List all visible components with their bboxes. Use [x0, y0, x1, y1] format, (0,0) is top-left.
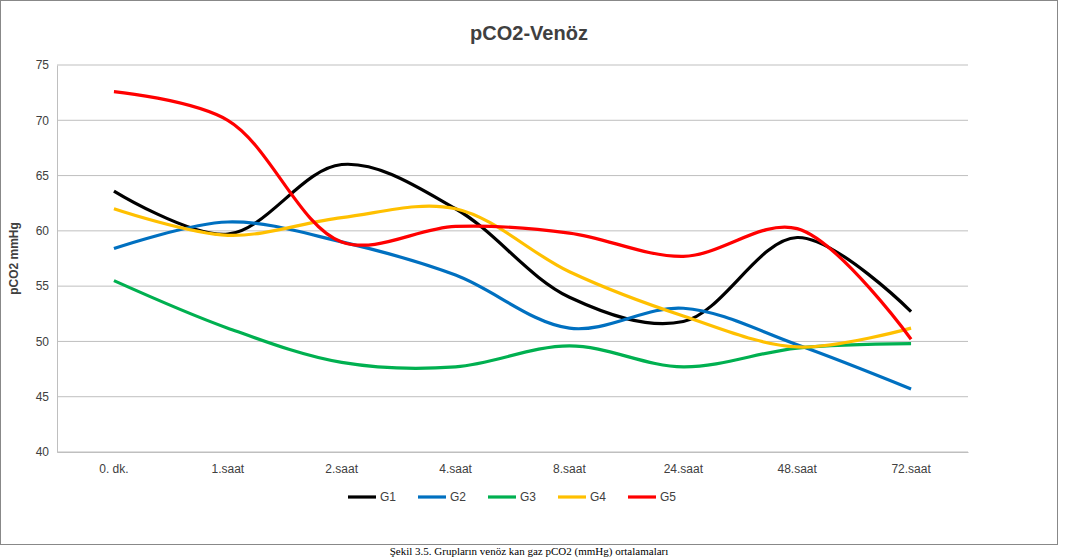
caption: Şekil 3.5. Grupların venöz kan gaz pCO2 … — [390, 545, 669, 558]
y-tick-label: 60 — [36, 224, 50, 238]
y-tick: 40 — [36, 445, 57, 459]
x-tick-label: 72.saat — [891, 462, 931, 476]
legend-swatch — [558, 495, 586, 498]
x-tick: 1.saat — [211, 452, 244, 476]
legend-item: G2 — [418, 490, 466, 504]
x-tick-label: 0. dk. — [99, 462, 128, 476]
y-tick: 70 — [36, 114, 57, 128]
y-tick: 75 — [36, 58, 57, 72]
x-tick-label: 4.saat — [439, 462, 472, 476]
plot-area: 40 45 50 55 60 65 70 75 0. dk. 1.saat 2.saat 4.saat… — [36, 58, 969, 475]
x-tick: 72.saat — [891, 452, 931, 476]
x-tick-label: 2.saat — [325, 462, 358, 476]
legend-item: G1 — [348, 490, 396, 504]
y-tick-label: 45 — [36, 390, 50, 404]
y-axis-title: pCO2 mmHg — [7, 222, 21, 295]
x-tick-label: 48.saat — [778, 462, 818, 476]
grid-line — [57, 175, 968, 176]
legend-label: G5 — [660, 490, 676, 504]
grid-line — [57, 65, 968, 66]
legend-item: G3 — [488, 490, 536, 504]
x-tick: 4.saat — [439, 452, 472, 476]
y-tick: 45 — [36, 390, 57, 404]
legend-swatch — [488, 495, 516, 498]
x-tick: 0. dk. — [99, 452, 128, 476]
series-line — [114, 92, 911, 340]
grid-line — [57, 452, 968, 453]
y-axis-line — [57, 66, 58, 453]
x-tick: 48.saat — [778, 452, 818, 476]
legend-item: G5 — [628, 490, 676, 504]
legend-label: G3 — [520, 490, 536, 504]
x-axis: 0. dk. 1.saat 2.saat 4.saat 8.saat 24.saat 48.… — [58, 452, 969, 476]
series-line — [114, 281, 911, 369]
y-tick-label: 75 — [36, 58, 50, 72]
grid-line — [57, 286, 968, 287]
series-line — [114, 222, 911, 389]
legend-label: G2 — [450, 490, 466, 504]
x-axis-line — [58, 452, 969, 453]
y-tick-label: 40 — [36, 445, 50, 459]
grid — [57, 65, 968, 452]
chart-frame — [1, 1, 1058, 545]
grid-line — [57, 396, 968, 397]
y-axis: 40 45 50 55 60 65 70 75 — [36, 58, 58, 459]
x-tick: 8.saat — [553, 452, 586, 476]
grid-line — [57, 341, 968, 342]
y-tick-label: 65 — [36, 169, 50, 183]
x-tick-label: 1.saat — [211, 462, 244, 476]
y-tick: 55 — [36, 279, 57, 293]
legend: G1 G2 G3 G4 G5 — [348, 490, 676, 504]
chart: 40 45 50 55 60 65 70 75 0. dk. 1.saat 2.saat 4.saat… — [0, 0, 1066, 558]
y-tick-label: 55 — [36, 279, 50, 293]
series-line — [114, 164, 911, 323]
legend-swatch — [628, 495, 656, 498]
y-tick: 50 — [36, 335, 57, 349]
x-tick: 2.saat — [325, 452, 358, 476]
legend-label: G4 — [590, 490, 606, 504]
legend-swatch — [348, 495, 376, 498]
x-tick-label: 8.saat — [553, 462, 586, 476]
legend-swatch — [418, 495, 446, 498]
y-tick: 60 — [36, 224, 57, 238]
x-tick: 24.saat — [664, 452, 704, 476]
x-tick-label: 24.saat — [664, 462, 704, 476]
y-tick: 65 — [36, 169, 57, 183]
chart-title: pCO2-Venöz — [470, 22, 588, 44]
y-tick-label: 50 — [36, 335, 50, 349]
series-group — [114, 92, 911, 389]
legend-item: G4 — [558, 490, 606, 504]
y-tick-label: 70 — [36, 114, 50, 128]
grid-line — [57, 120, 968, 121]
legend-label: G1 — [380, 490, 396, 504]
